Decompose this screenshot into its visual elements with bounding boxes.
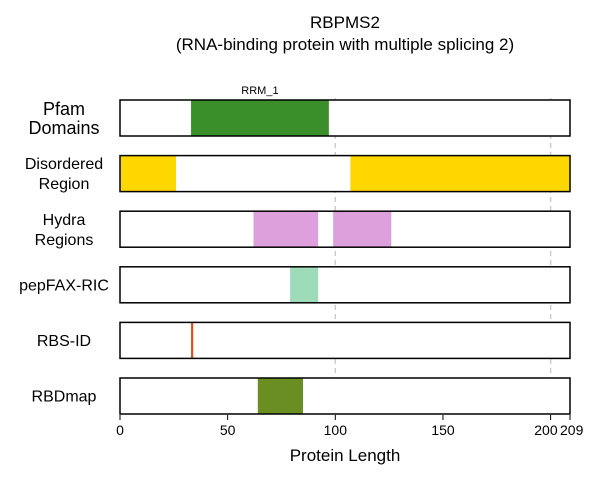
segment-2-0 xyxy=(253,211,319,248)
chart-subtitle: (RNA-binding protein with multiple splic… xyxy=(176,35,514,54)
segment-1-0 xyxy=(120,155,176,192)
track-border-1 xyxy=(119,154,571,193)
track-label: Domains xyxy=(28,118,99,138)
x-tick-label: 209 xyxy=(560,422,584,438)
track-label: pepFAX-RIC xyxy=(19,277,109,294)
track-border-2 xyxy=(119,210,571,248)
track-label: Disordered xyxy=(25,156,103,173)
track-1: Disordered Region xyxy=(25,155,570,193)
segment-label: RRM_1 xyxy=(241,85,278,97)
x-tick-label: 0 xyxy=(116,422,124,438)
track-2: Hydra Regions xyxy=(35,211,570,249)
track-background xyxy=(120,378,570,414)
x-tick-label: 50 xyxy=(220,422,236,438)
segment-1-1 xyxy=(350,155,570,192)
track-border-4 xyxy=(119,321,571,360)
track-background xyxy=(120,322,570,359)
chart-title: RBPMS2 xyxy=(310,13,380,32)
segment-5-0 xyxy=(257,378,304,414)
track-label: Region xyxy=(39,176,90,193)
x-axis-label: Protein Length xyxy=(290,446,401,465)
segment-0-0 xyxy=(191,100,329,136)
x-tick-label: 150 xyxy=(431,422,455,438)
track-5: RBDmap xyxy=(32,378,570,414)
track-border-3 xyxy=(119,266,571,304)
x-axis: 0 50 100 150 200 209 xyxy=(116,415,584,438)
x-tick-label: 100 xyxy=(324,422,348,438)
track-background xyxy=(120,100,570,136)
track-background xyxy=(120,266,570,303)
track-label: RBS-ID xyxy=(37,333,91,350)
track-4: RBS-ID xyxy=(37,322,570,359)
x-tick-label: 200 xyxy=(534,422,558,438)
track-label: Pfam xyxy=(43,99,85,119)
track-label: RBDmap xyxy=(32,389,97,406)
segment-3-0 xyxy=(290,266,319,303)
segment-2-1 xyxy=(333,211,392,248)
gridlines xyxy=(334,98,552,415)
track-label: Hydra xyxy=(43,212,86,229)
track-3: pepFAX-RIC xyxy=(19,266,570,303)
track-border-5 xyxy=(119,377,571,415)
track-border-0 xyxy=(119,99,571,137)
segment-4-0 xyxy=(191,322,194,359)
track-label: Regions xyxy=(35,232,94,249)
